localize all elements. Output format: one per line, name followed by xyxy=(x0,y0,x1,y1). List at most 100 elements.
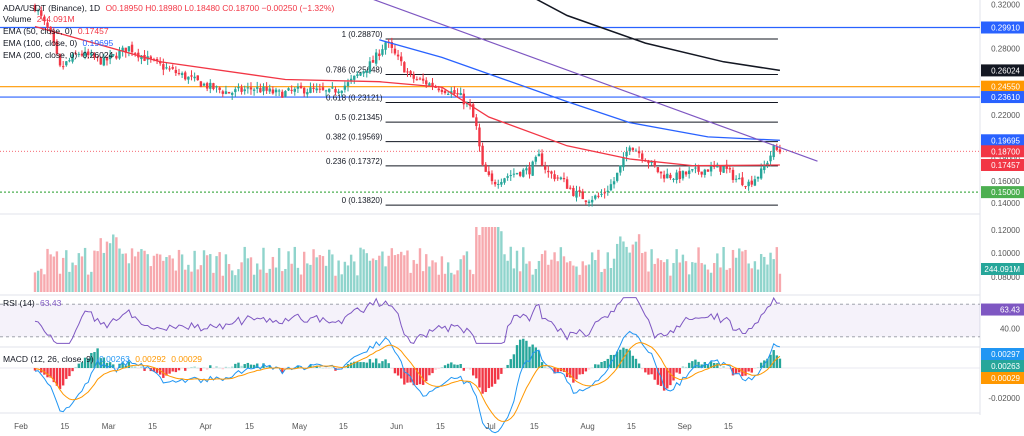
x-tick-label: 15 xyxy=(148,422,157,431)
macd-histogram-bar xyxy=(155,368,159,373)
macd-histogram-bar xyxy=(443,365,447,368)
candle-body xyxy=(262,86,265,92)
macd-histogram-bar xyxy=(174,368,178,373)
macd-histogram-bar xyxy=(750,368,753,373)
candle-body xyxy=(512,173,516,175)
candle-body xyxy=(346,82,350,87)
volume-bar xyxy=(537,260,541,292)
volume-bar xyxy=(96,251,99,292)
macd-histogram-bar xyxy=(456,364,459,368)
candle-body xyxy=(227,91,231,94)
candle-body xyxy=(309,87,312,93)
horizontal-level-tag: 0.15000 xyxy=(991,188,1020,197)
macd-histogram-bar xyxy=(290,368,293,369)
x-tick-label: Sep xyxy=(677,422,692,431)
candle-body xyxy=(390,42,394,48)
volume-bar xyxy=(687,274,691,292)
volume-bar xyxy=(559,247,563,292)
candle-body xyxy=(177,73,181,75)
macd-histogram-bar xyxy=(356,361,359,368)
volume-bar xyxy=(478,234,481,292)
macd-histogram-bar xyxy=(578,368,581,375)
macd-histogram-bar xyxy=(378,363,381,368)
volume-bar xyxy=(184,269,187,292)
volume-bar xyxy=(650,249,653,292)
volume-bar xyxy=(550,259,553,292)
macd-histogram-bar xyxy=(328,367,331,369)
candle-body xyxy=(65,61,68,66)
candle-body xyxy=(534,156,537,162)
candle-body xyxy=(412,74,415,79)
volume-bar xyxy=(49,254,52,292)
candle-body xyxy=(249,87,253,90)
volume-bar xyxy=(371,258,375,292)
volume-bar xyxy=(387,255,390,292)
volume-bar xyxy=(340,274,343,292)
macd-histogram-bar xyxy=(634,358,638,368)
legend-ema200-value: 0.26024 xyxy=(82,50,114,60)
macd-histogram-bar xyxy=(112,364,115,368)
trendline xyxy=(373,0,818,162)
candle-body xyxy=(256,87,259,89)
macd-histogram-bar xyxy=(171,368,174,372)
candle-body xyxy=(493,181,497,185)
candle-body xyxy=(409,71,412,75)
candle-body xyxy=(525,168,528,171)
volume-bar xyxy=(468,269,472,292)
legend-macd-value-2: 0.00292 xyxy=(135,354,166,364)
volume-bar xyxy=(553,252,556,292)
candle-body xyxy=(368,61,372,73)
volume-bar xyxy=(694,262,697,292)
candle-body xyxy=(778,149,782,153)
candle-body xyxy=(475,117,478,127)
macd-histogram-bar xyxy=(716,363,719,368)
x-tick-label: 15 xyxy=(724,422,733,431)
macd-histogram-bar xyxy=(747,368,750,372)
candle-body xyxy=(293,88,296,92)
candle-body xyxy=(703,169,707,175)
x-tick-label: Apr xyxy=(199,422,212,431)
volume-bar xyxy=(628,252,631,292)
macd-histogram-bar xyxy=(506,364,509,368)
candle-body xyxy=(331,87,334,89)
candle-body xyxy=(306,92,309,95)
macd-histogram-bar xyxy=(684,366,688,368)
candle-body xyxy=(600,193,603,195)
candle-body xyxy=(709,166,713,172)
macd-histogram-bar xyxy=(209,365,212,368)
volume-bar xyxy=(659,260,663,292)
candle-body xyxy=(434,86,437,88)
candle-body xyxy=(681,171,685,179)
volume-bar xyxy=(440,256,444,292)
volume-bar xyxy=(606,252,609,292)
price-tag: 0.19695 xyxy=(991,136,1020,145)
macd-histogram-bar xyxy=(221,368,224,370)
volume-bar xyxy=(609,268,613,292)
volume-bar xyxy=(734,257,738,292)
candle-body xyxy=(481,145,484,165)
macd-histogram-bar xyxy=(625,348,628,368)
volume-bar xyxy=(159,254,162,292)
volume-bar xyxy=(390,248,394,292)
volume-bar xyxy=(290,263,293,292)
legend-macd-value-1: 0.00263 xyxy=(99,354,130,364)
macd-histogram-bar xyxy=(497,368,500,380)
candle-body xyxy=(180,73,184,76)
macd-histogram-bar xyxy=(177,368,181,371)
macd-histogram-bar xyxy=(259,366,262,368)
candle-body xyxy=(299,85,303,89)
candle-body xyxy=(666,173,669,179)
volume-bar xyxy=(140,249,143,292)
volume-bar xyxy=(738,248,741,292)
candle-body xyxy=(68,60,71,62)
macd-histogram-bar xyxy=(202,367,206,369)
macd-histogram-bar xyxy=(722,365,725,368)
macd-histogram-bar xyxy=(594,364,597,368)
candle-body xyxy=(487,171,491,175)
candle-body xyxy=(234,89,237,93)
macd-histogram-bar xyxy=(575,368,578,380)
candle-body xyxy=(340,90,343,94)
volume-tick-label: 0.12000 xyxy=(991,226,1020,235)
candle-body xyxy=(565,179,569,189)
